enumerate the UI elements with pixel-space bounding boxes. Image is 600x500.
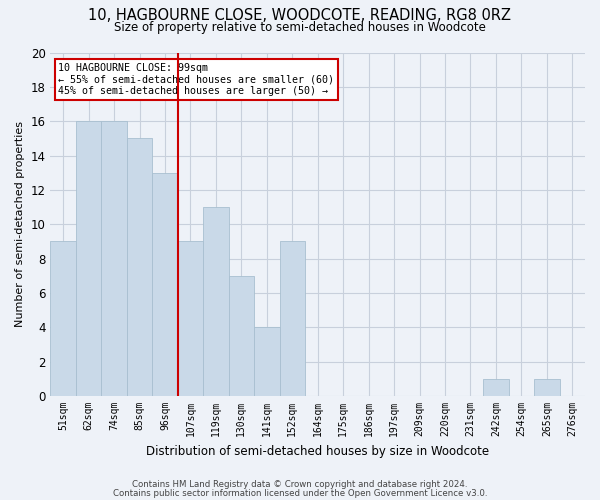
Text: 10, HAGBOURNE CLOSE, WOODCOTE, READING, RG8 0RZ: 10, HAGBOURNE CLOSE, WOODCOTE, READING, …	[89, 8, 511, 22]
Bar	[178, 242, 203, 396]
Text: Size of property relative to semi-detached houses in Woodcote: Size of property relative to semi-detach…	[114, 21, 486, 34]
Bar	[76, 121, 101, 396]
Bar	[203, 207, 229, 396]
Text: Contains HM Land Registry data © Crown copyright and database right 2024.: Contains HM Land Registry data © Crown c…	[132, 480, 468, 489]
Bar	[483, 379, 509, 396]
X-axis label: Distribution of semi-detached houses by size in Woodcote: Distribution of semi-detached houses by …	[146, 444, 489, 458]
Bar	[534, 379, 560, 396]
Bar	[50, 242, 76, 396]
Bar	[152, 172, 178, 396]
Text: 10 HAGBOURNE CLOSE: 99sqm
← 55% of semi-detached houses are smaller (60)
45% of : 10 HAGBOURNE CLOSE: 99sqm ← 55% of semi-…	[58, 63, 334, 96]
Bar	[101, 121, 127, 396]
Bar	[127, 138, 152, 396]
Bar	[229, 276, 254, 396]
Bar	[254, 328, 280, 396]
Y-axis label: Number of semi-detached properties: Number of semi-detached properties	[15, 122, 25, 328]
Bar	[280, 242, 305, 396]
Text: Contains public sector information licensed under the Open Government Licence v3: Contains public sector information licen…	[113, 488, 487, 498]
